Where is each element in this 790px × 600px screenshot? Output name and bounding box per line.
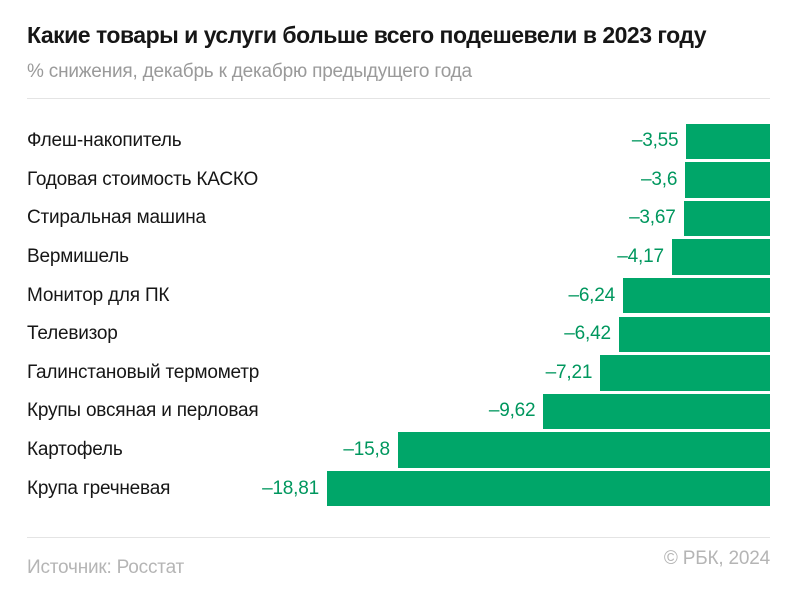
bar-value: –4,17 <box>617 246 664 268</box>
bar <box>543 393 770 430</box>
bar-value: –3,55 <box>631 130 679 152</box>
bar <box>683 200 770 237</box>
header-divider <box>27 98 770 99</box>
bar-label: Крупа гречневая <box>27 477 171 499</box>
bar-label: Монитор для ПК <box>27 284 170 306</box>
bar-value: –6,24 <box>568 284 615 306</box>
bar-label: Телевизор <box>27 323 118 345</box>
source-note: Источник: Росстат <box>27 557 185 578</box>
chart-row: Крупа гречневая –18,81 <box>27 469 770 508</box>
bar <box>618 316 770 353</box>
chart-row: Картофель –15,8 <box>27 431 770 470</box>
chart-row: Флеш-накопитель –3,55 <box>27 122 770 161</box>
bar-chart: Флеш-накопитель –3,55 Годовая стоимость … <box>27 122 770 508</box>
page-subtitle: % снижения, декабрь к декабрю предыдущег… <box>27 61 472 83</box>
page-title: Какие товары и услуги больше всего подеш… <box>27 22 707 48</box>
bar-value: –15,8 <box>343 439 390 461</box>
bar-label: Картофель <box>27 439 123 461</box>
bar <box>397 432 770 468</box>
bar-value: –3,67 <box>629 207 676 229</box>
footer-divider <box>27 537 770 538</box>
chart-row: Крупы овсяная и перловая –9,62 <box>27 392 770 431</box>
bar <box>671 239 770 275</box>
chart-header: Какие товары и услуги больше всего подеш… <box>27 22 770 83</box>
chart-row: Монитор для ПК –6,24 <box>27 276 770 315</box>
copyright-note: © РБК, 2024 <box>663 548 770 569</box>
bar-label: Флеш-накопитель <box>27 130 182 152</box>
bar <box>327 470 770 507</box>
bar-value: –9,62 <box>488 400 536 422</box>
chart-row: Телевизор –6,42 <box>27 315 770 354</box>
bar-label: Стиральная машина <box>27 207 206 229</box>
chart-row: Стиральная машина –3,67 <box>27 199 770 238</box>
bar-value: –7,21 <box>545 361 593 383</box>
bar-value: –6,42 <box>564 323 611 345</box>
chart-row: Галинстановый термометр –7,21 <box>27 354 770 393</box>
bar-value: –18,81 <box>262 477 319 499</box>
bar-label: Вермишель <box>27 246 129 268</box>
bar <box>623 277 770 314</box>
chart-row: Вермишель –4,17 <box>27 238 770 277</box>
bar <box>686 123 770 160</box>
bar-label: Галинстановый термометр <box>27 361 260 383</box>
bar-value: –3,6 <box>641 168 678 190</box>
bar-label: Годовая стоимость КАСКО <box>27 168 259 190</box>
chart-row: Годовая стоимость КАСКО –3,6 <box>27 161 770 200</box>
bar <box>600 355 770 391</box>
bar <box>685 162 770 198</box>
bar-label: Крупы овсяная и перловая <box>27 400 259 422</box>
